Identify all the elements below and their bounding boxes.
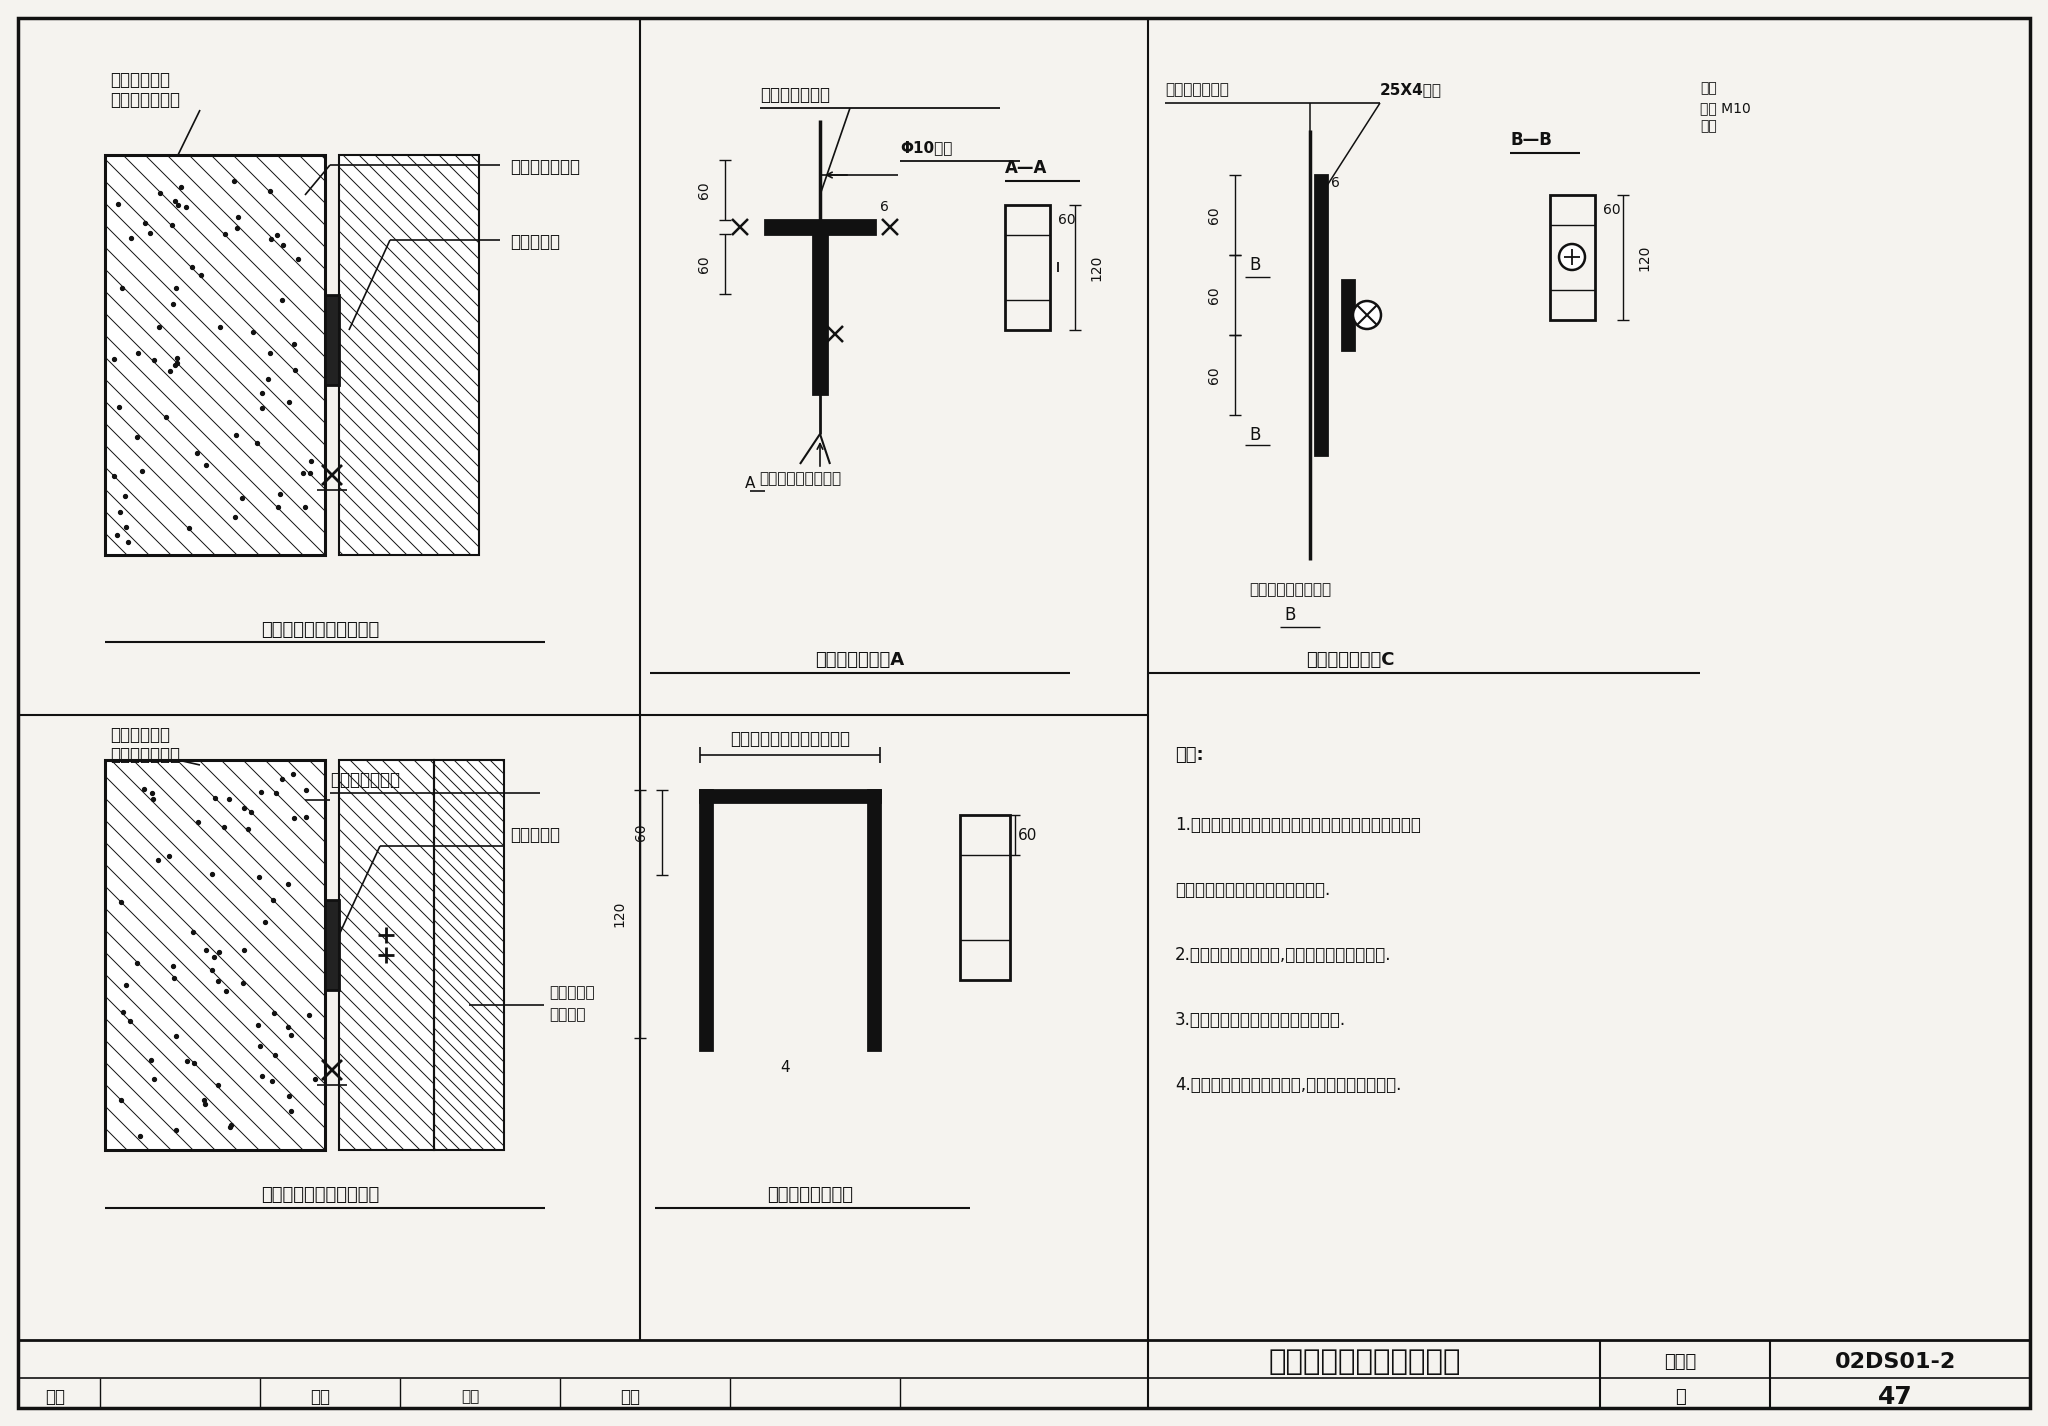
Bar	[700, 790, 881, 801]
Bar	[340, 760, 434, 1149]
Text: 60: 60	[1604, 202, 1620, 217]
Text: 60: 60	[696, 181, 711, 198]
Text: 引出接线板大样图: 引出接线板大样图	[768, 1186, 854, 1204]
Text: 柱或墙内主钢筋: 柱或墙内主钢筋	[760, 86, 829, 104]
Text: 混凝土保护层的厚度: 混凝土保护层的厚度	[1249, 582, 1331, 597]
Text: 3.引出接线板穿过砖墙时从砖缝引出.: 3.引出接线板穿过砖墙时从砖缝引出.	[1176, 1011, 1346, 1030]
Text: 校对: 校对	[309, 1387, 330, 1406]
Text: Φ10圆钢: Φ10圆钢	[899, 141, 952, 155]
Text: B: B	[1249, 257, 1262, 274]
Text: 螺母 M10: 螺母 M10	[1700, 101, 1751, 116]
Text: 02DS01-2: 02DS01-2	[1835, 1352, 1956, 1372]
Text: 120: 120	[612, 901, 627, 927]
Bar	[434, 760, 504, 1149]
Text: 60: 60	[1018, 827, 1038, 843]
Text: A: A	[745, 476, 756, 492]
Text: 审核: 审核	[45, 1387, 66, 1406]
Text: 预埋连接板做法A: 预埋连接板做法A	[815, 652, 905, 669]
Text: 混凝土保护层的厚度: 混凝土保护层的厚度	[760, 472, 842, 486]
Bar	[104, 760, 326, 1149]
Text: 60: 60	[696, 255, 711, 272]
Text: 4: 4	[780, 1061, 791, 1075]
Text: B: B	[1284, 606, 1296, 625]
Text: B: B	[1249, 426, 1262, 443]
Text: 2.当为钢筋混凝土柱时,预埋连接板设于柱角处.: 2.当为钢筋混凝土柱时,预埋连接板设于柱角处.	[1176, 945, 1391, 964]
Text: 附注:: 附注:	[1176, 746, 1204, 764]
Text: 柱和墙面无饰面材料隔开: 柱和墙面无饰面材料隔开	[260, 620, 379, 639]
Text: 图集号: 图集号	[1663, 1353, 1696, 1370]
Text: B—B: B—B	[1509, 131, 1552, 148]
Bar	[1341, 279, 1354, 349]
Text: 柱和墙面有饰面材料隔开: 柱和墙面有饰面材料隔开	[260, 1186, 379, 1204]
Text: 60: 60	[1206, 287, 1221, 304]
Text: 4.预埋连接板距地面的高度,由具体工程设计确定.: 4.预埋连接板距地面的高度,由具体工程设计确定.	[1176, 1077, 1401, 1094]
Text: 钢筋混凝土柱: 钢筋混凝土柱	[111, 726, 170, 744]
Text: 柱或墙内主钢筋: 柱或墙内主钢筋	[510, 158, 580, 175]
Bar	[766, 220, 874, 234]
Bar	[104, 760, 326, 1149]
Text: 垫圈: 垫圈	[1700, 81, 1716, 96]
Text: 柱或墙内主钢筋: 柱或墙内主钢筋	[1165, 83, 1229, 97]
Bar	[1550, 195, 1595, 319]
Text: 设计: 设计	[621, 1387, 639, 1406]
Text: 1.预埋连接板和引出接线板为向土建专业提出的构件，: 1.预埋连接板和引出接线板为向土建专业提出的构件，	[1176, 816, 1421, 834]
Text: 预埋连接板做法C: 预埋连接板做法C	[1307, 652, 1395, 669]
Text: 60: 60	[635, 824, 647, 841]
Text: 螺栓: 螺栓	[1700, 118, 1716, 133]
Text: A—A: A—A	[1006, 160, 1047, 177]
Circle shape	[1354, 301, 1380, 329]
Bar	[434, 760, 504, 1149]
Text: 或钢筋混凝土墙: 或钢筋混凝土墙	[111, 746, 180, 764]
Text: 页: 页	[1675, 1387, 1686, 1406]
Circle shape	[1559, 244, 1585, 270]
Text: 丁尽: 丁尽	[461, 1389, 479, 1405]
Text: 砖墙或其他建筑材料的厚度: 砖墙或其他建筑材料的厚度	[729, 730, 850, 749]
Text: 钢筋混凝土柱: 钢筋混凝土柱	[111, 71, 170, 88]
Text: 预埋连接板: 预埋连接板	[510, 826, 559, 844]
Bar	[104, 155, 326, 555]
Text: 60: 60	[1206, 207, 1221, 224]
Bar	[1315, 175, 1327, 455]
Bar	[868, 790, 881, 1050]
Text: 6: 6	[1331, 175, 1339, 190]
Bar	[340, 155, 479, 555]
Bar	[340, 155, 479, 555]
Text: 120: 120	[1090, 254, 1104, 281]
Text: 6: 6	[881, 200, 889, 214]
Bar	[700, 790, 713, 1050]
Text: 钢筋混凝土中预埋件做法: 钢筋混凝土中预埋件做法	[1270, 1348, 1462, 1376]
Text: 见大样图: 见大样图	[549, 1008, 586, 1022]
Text: 25X4扁钢: 25X4扁钢	[1380, 83, 1442, 97]
Text: 60: 60	[1206, 366, 1221, 384]
Bar	[104, 155, 326, 555]
Bar	[1006, 205, 1051, 329]
Text: 其位置和数量由具体工程设计确定.: 其位置和数量由具体工程设计确定.	[1176, 881, 1331, 898]
Bar	[18, 1340, 2030, 1407]
Bar	[961, 816, 1010, 980]
Bar	[326, 900, 340, 990]
Bar	[340, 760, 434, 1149]
Text: 120: 120	[1636, 244, 1651, 271]
Text: 或钢筋混凝土墙: 或钢筋混凝土墙	[111, 91, 180, 108]
Text: 柱或墙内主钢筋: 柱或墙内主钢筋	[330, 771, 399, 789]
Text: 引出接线板: 引出接线板	[549, 985, 594, 1001]
Text: 60: 60	[1059, 212, 1075, 227]
Text: 预埋连接板: 预埋连接板	[510, 232, 559, 251]
Bar	[813, 234, 827, 394]
Text: 47: 47	[1878, 1385, 1913, 1409]
Bar	[326, 295, 340, 385]
